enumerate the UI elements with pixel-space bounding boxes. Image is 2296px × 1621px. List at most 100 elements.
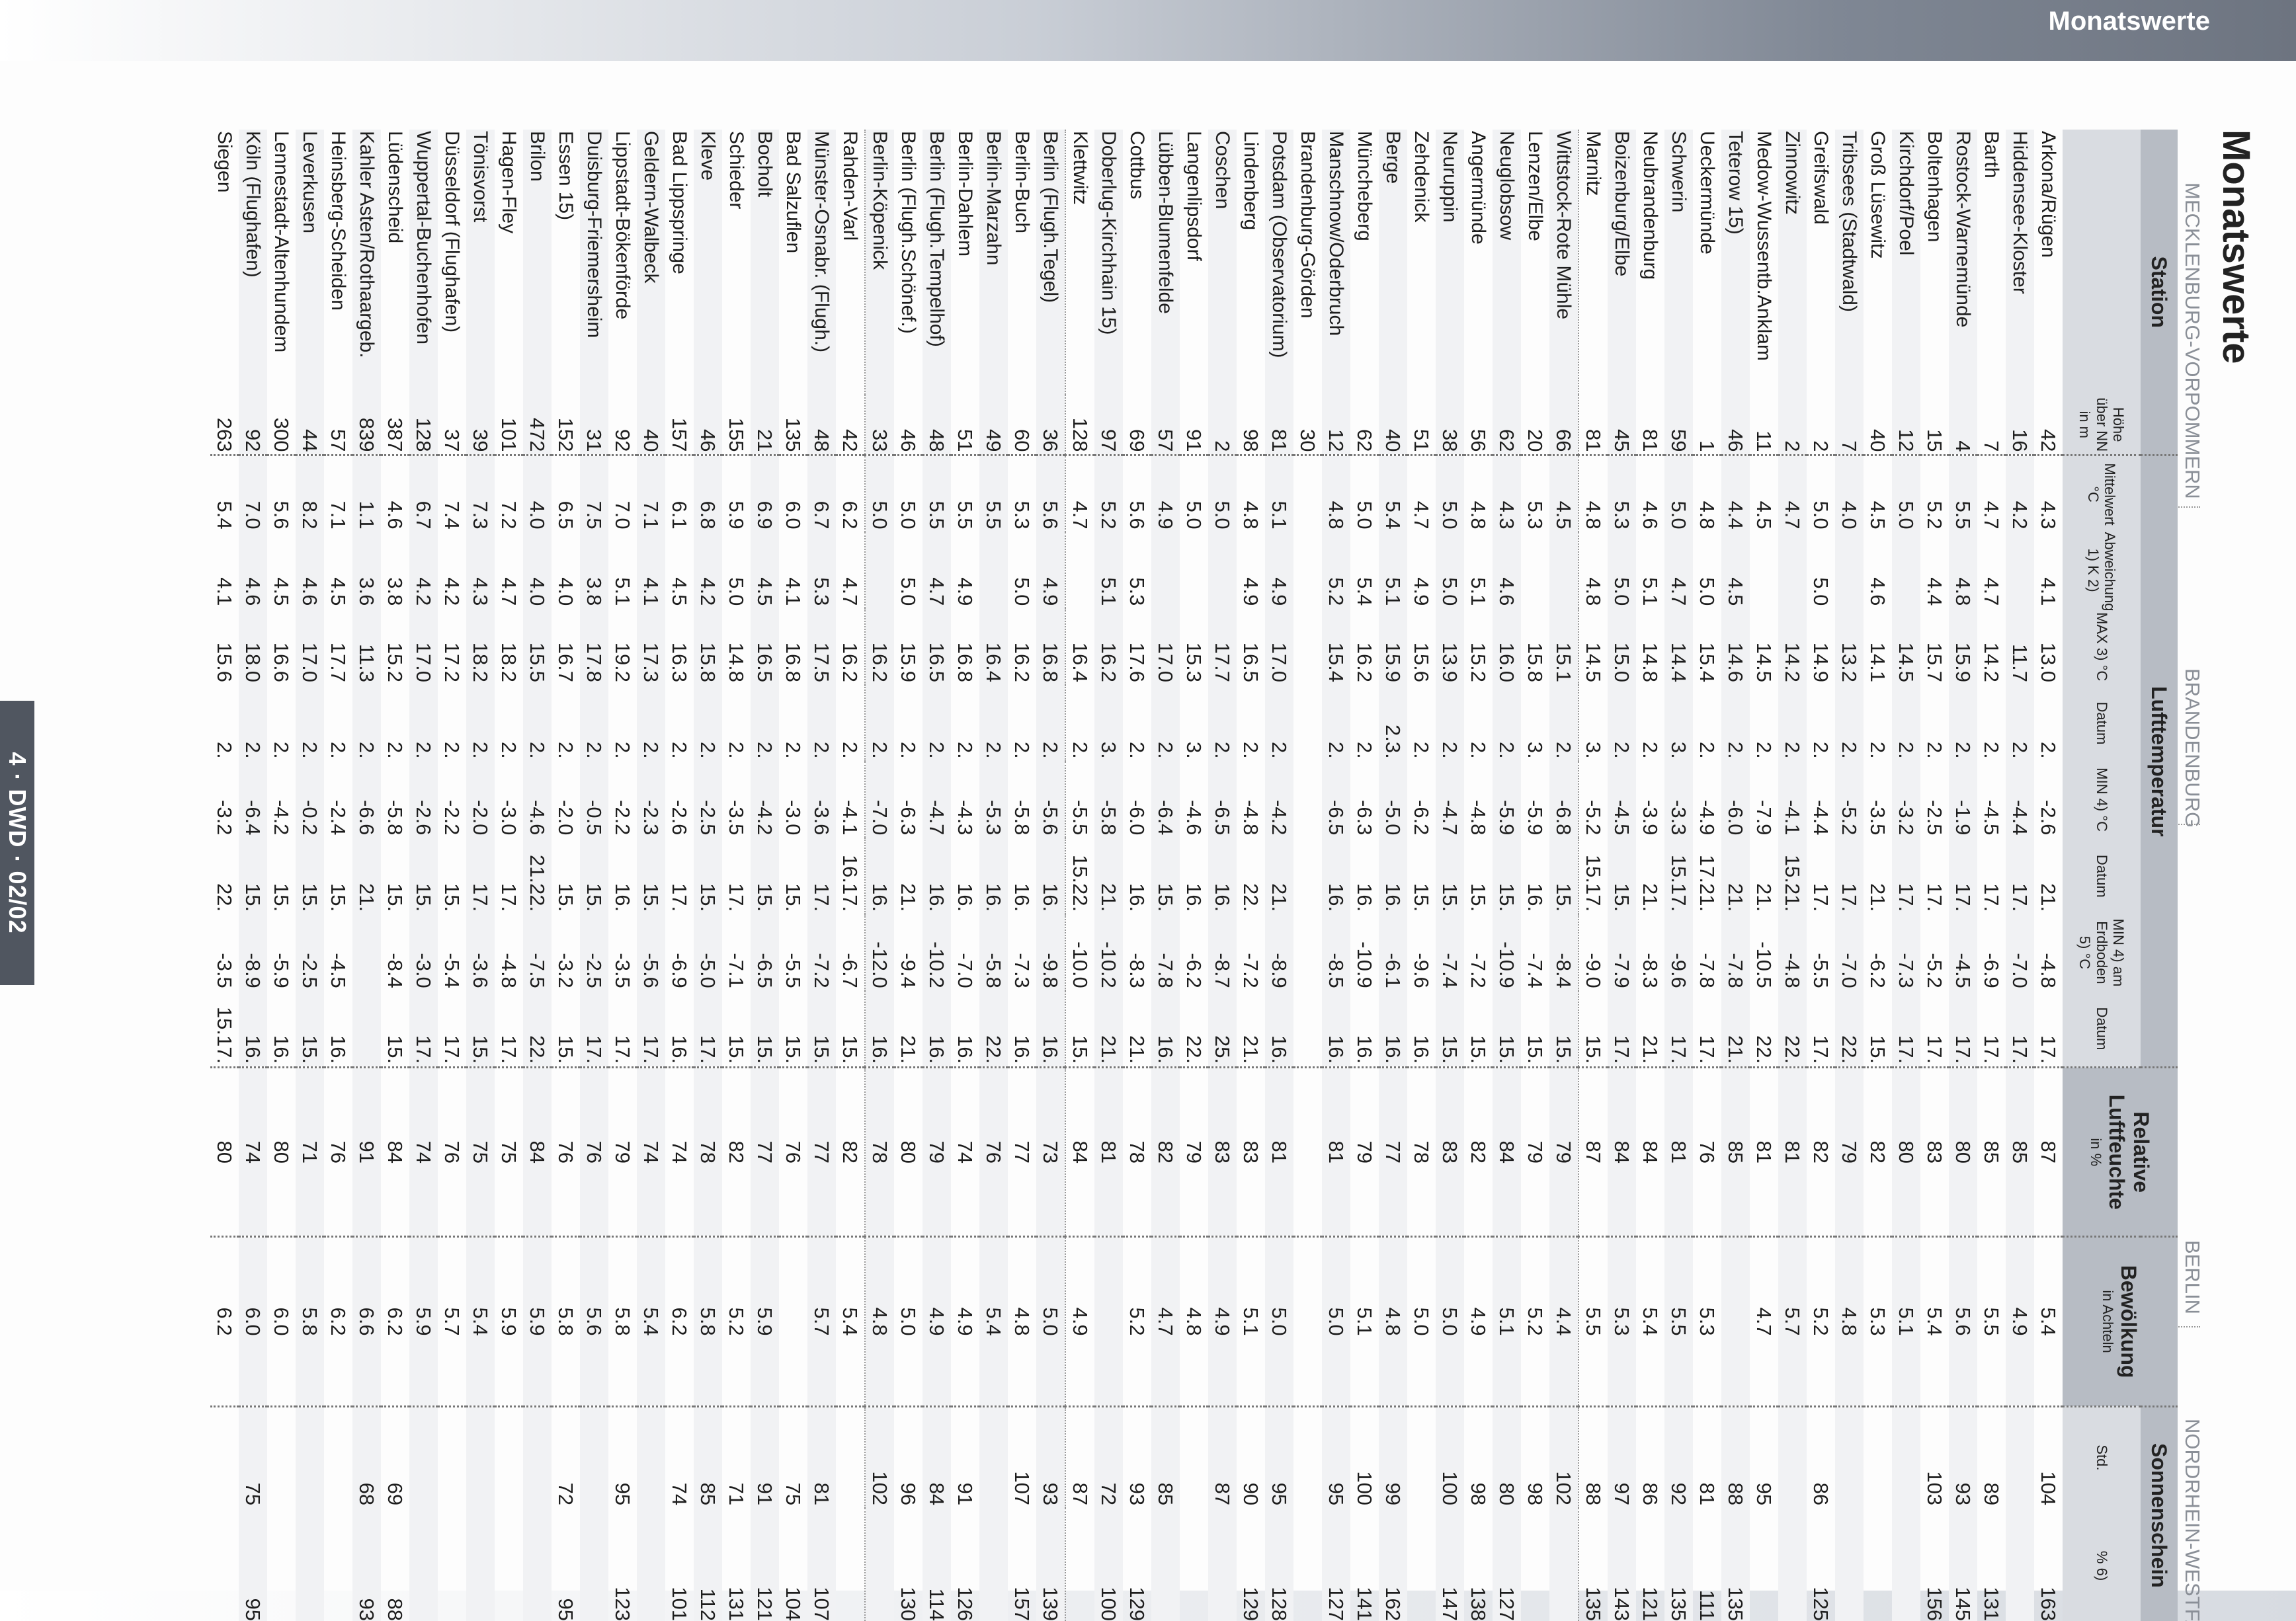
table-row: Lennestadt-Altenhundem 300 5.6 4.5 16.6 2. -4.… [267, 130, 296, 1621]
cell-pct [1835, 1508, 1864, 1621]
cell-rh: 91 [352, 1067, 381, 1237]
cell-mean: 7.0 [239, 455, 267, 532]
cell-maxd: 2. [1721, 685, 1750, 762]
cell-ming: -7.0 [954, 953, 977, 988]
cell-mingd: 17. [694, 990, 722, 1068]
cell-ming: -5.8 [979, 914, 1008, 991]
cell-cloud: 5.5 [1664, 1236, 1693, 1407]
cell-mind: 15. [327, 883, 350, 912]
cell-mean: 4.2 [2006, 455, 2034, 532]
cell-h: 44 [296, 394, 324, 455]
cell-sun: 72 [1094, 1406, 1123, 1509]
cell-maxd: 2. [1265, 685, 1293, 762]
cell-rh: 76 [779, 1067, 807, 1237]
cell-mean: 7.2 [495, 455, 523, 532]
cell-cloud: 5.4 [2034, 1236, 2063, 1407]
cell-sun [1835, 1406, 1864, 1509]
cell-mean: 4.3 [2034, 455, 2063, 532]
cell-mind: 16. [1126, 883, 1149, 912]
cell-cloud: 6.0 [267, 1236, 296, 1407]
cell-mingd: 15. [1436, 990, 1464, 1068]
cell-h: 263 [213, 417, 236, 452]
cell-sun: 85 [694, 1406, 722, 1509]
cell-max: 14.6 [1721, 608, 1750, 686]
table-row: Rahden-Varl 42 6.2 4.7 16.2 2. -4.1 16.17. -6.7 1… [836, 130, 865, 1621]
cell-pct: 123 [611, 1587, 634, 1621]
cell-dev: 4.7 [836, 532, 865, 609]
cell-mingd: 15. [725, 1035, 748, 1064]
header-cloud-label: Bewölkung [2117, 1265, 2141, 1378]
cell-dev: 4.9 [954, 577, 977, 606]
cell-mean: 4.7 [1065, 455, 1094, 532]
cell-sun [1864, 1406, 1892, 1509]
cell-max: 15.9 [1949, 608, 1977, 686]
cell-mean: 5.6 [1123, 455, 1151, 532]
cell-ming: -8.7 [1208, 914, 1237, 991]
cell-maxd: 3. [1094, 685, 1123, 762]
table-row: Barth 7 4.7 4.7 14.2 2. -4.5 17. -6.9 17. 85 5.5 89 1… [1977, 130, 2006, 1621]
cell-maxd: 2. [1410, 741, 1433, 759]
cell-rh: 87 [1578, 1067, 1608, 1237]
cell-min: -0.5 [580, 761, 608, 838]
cell-cloud: 5.9 [751, 1236, 779, 1407]
cell-mind: 17. [2006, 838, 2034, 915]
cell-mingd: 15. [384, 1035, 407, 1064]
cell-sun: 97 [1608, 1406, 1636, 1509]
cell-cloud: 5.4 [637, 1236, 665, 1407]
cell-max: 15.4 [1322, 608, 1350, 686]
cell-min: -5.2 [1582, 800, 1605, 836]
cell-maxd: 2. [922, 685, 951, 762]
cell-cloud: 5.4 [979, 1236, 1008, 1407]
table-row: Cottbus 69 5.6 5.3 17.6 2. -6.0 16. -8.3 21. 78 5.2… [1123, 130, 1151, 1621]
table-row: Zinnowitz 2 4.7 14.2 2. -4.1 15.21. -4.8 22. 81 5.… [1778, 130, 1807, 1621]
cell-sun [296, 1406, 324, 1509]
cell-maxd: 2. [836, 685, 865, 762]
cell-sun: 91 [951, 1406, 979, 1509]
cell-maxd: 2. [865, 685, 894, 762]
cell-cloud: 5.3 [1608, 1236, 1636, 1407]
table-row: Rostock-Warnemünde 4 5.5 4.8 15.9 2. -1.9 17. -4… [1949, 130, 1977, 1621]
cell-pct [324, 1508, 352, 1621]
cell-pct: 138 [1467, 1587, 1490, 1621]
cell-min: -2.0 [466, 761, 495, 838]
subheader-sun-hours: Std. [2063, 1406, 2141, 1509]
cell-h: 46 [694, 394, 722, 455]
cell-mind: 16. [1524, 883, 1547, 912]
cell-mingd: 22. [523, 990, 552, 1068]
cell-name: Essen 15) [555, 131, 577, 221]
cell-sun [210, 1406, 239, 1509]
cell-h: 56 [1467, 429, 1490, 452]
cell-cloud: 4.9 [1464, 1236, 1493, 1407]
cell-cloud: 5.6 [1949, 1236, 1977, 1407]
cell-dev: 4.5 [270, 577, 293, 606]
cell-pct: 130 [897, 1587, 920, 1621]
cell-max: 16.2 [1010, 642, 1034, 683]
cell-name: Groß Lüsewitz [1867, 131, 1889, 259]
cell-pct: 126 [954, 1587, 977, 1621]
cell-min: -1.9 [1949, 761, 1977, 838]
cell-ming: -7.4 [1436, 914, 1464, 991]
cell-mean: 5.0 [894, 455, 922, 532]
page-title: Monatswerte [2215, 130, 2258, 364]
cell-name: Berlin-Marzahn [979, 130, 1008, 395]
cell-sun: 86 [1636, 1406, 1664, 1509]
cell-min: -6.3 [897, 800, 920, 836]
table-row: Langenlipsdorf 91 5.0 15.3 3. -4.6 16. -6.2 22. 7… [1180, 130, 1208, 1621]
cell-min: -6.8 [1549, 761, 1578, 838]
region-divider [2176, 824, 2200, 825]
table-row: Tönisvorst 39 7.3 4.3 18.2 2. -2.0 17. -3.6 15. 75… [466, 130, 495, 1621]
cell-name: Doberlug-Kirchhain 15) [1094, 130, 1123, 395]
cell-h: 387 [384, 417, 407, 452]
cell-min: -4.9 [1696, 800, 1719, 836]
cell-min: -2.3 [637, 761, 665, 838]
cell-h: 40 [637, 394, 665, 455]
table-row: Münster-Osnabr. (Flugh.) 48 6.7 5.3 17.5 2. -3… [807, 130, 836, 1621]
cell-mind: 22. [213, 883, 236, 912]
subheader-min: MIN 4) °C [2063, 761, 2141, 838]
cell-rh: 85 [1721, 1067, 1750, 1237]
cell-h: 2 [1208, 394, 1237, 455]
cell-mind: 16. [1182, 883, 1206, 912]
cell-sun [1180, 1406, 1208, 1509]
cell-mind: 15. [296, 838, 324, 915]
cell-maxd: 2. [1608, 685, 1636, 762]
